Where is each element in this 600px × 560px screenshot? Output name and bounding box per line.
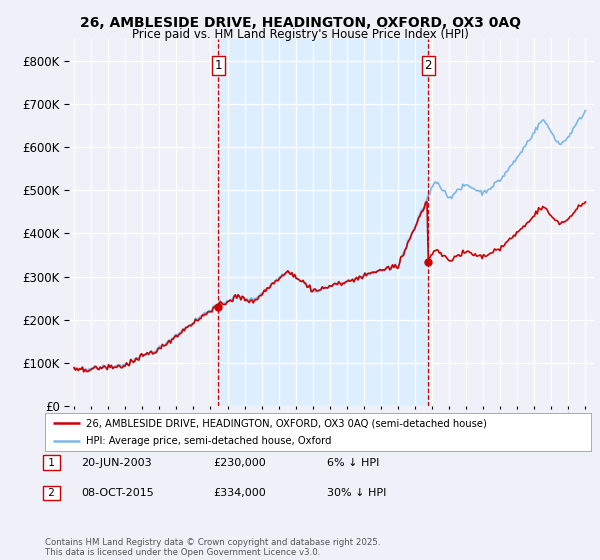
Text: 26, AMBLESIDE DRIVE, HEADINGTON, OXFORD, OX3 0AQ: 26, AMBLESIDE DRIVE, HEADINGTON, OXFORD,… bbox=[79, 16, 521, 30]
Text: 20-JUN-2003: 20-JUN-2003 bbox=[81, 458, 152, 468]
Text: 6% ↓ HPI: 6% ↓ HPI bbox=[327, 458, 379, 468]
Text: £334,000: £334,000 bbox=[213, 488, 266, 498]
Text: Price paid vs. HM Land Registry's House Price Index (HPI): Price paid vs. HM Land Registry's House … bbox=[131, 28, 469, 41]
Text: 2: 2 bbox=[45, 488, 58, 498]
Text: HPI: Average price, semi-detached house, Oxford: HPI: Average price, semi-detached house,… bbox=[86, 436, 331, 446]
Text: 1: 1 bbox=[45, 458, 58, 468]
Text: 30% ↓ HPI: 30% ↓ HPI bbox=[327, 488, 386, 498]
Text: 26, AMBLESIDE DRIVE, HEADINGTON, OXFORD, OX3 0AQ (semi-detached house): 26, AMBLESIDE DRIVE, HEADINGTON, OXFORD,… bbox=[86, 418, 487, 428]
Text: 2: 2 bbox=[425, 59, 432, 72]
Text: 08-OCT-2015: 08-OCT-2015 bbox=[81, 488, 154, 498]
Text: £230,000: £230,000 bbox=[213, 458, 266, 468]
Text: 1: 1 bbox=[215, 59, 222, 72]
Bar bbox=[218, 39, 428, 406]
Text: Contains HM Land Registry data © Crown copyright and database right 2025.
This d: Contains HM Land Registry data © Crown c… bbox=[45, 538, 380, 557]
